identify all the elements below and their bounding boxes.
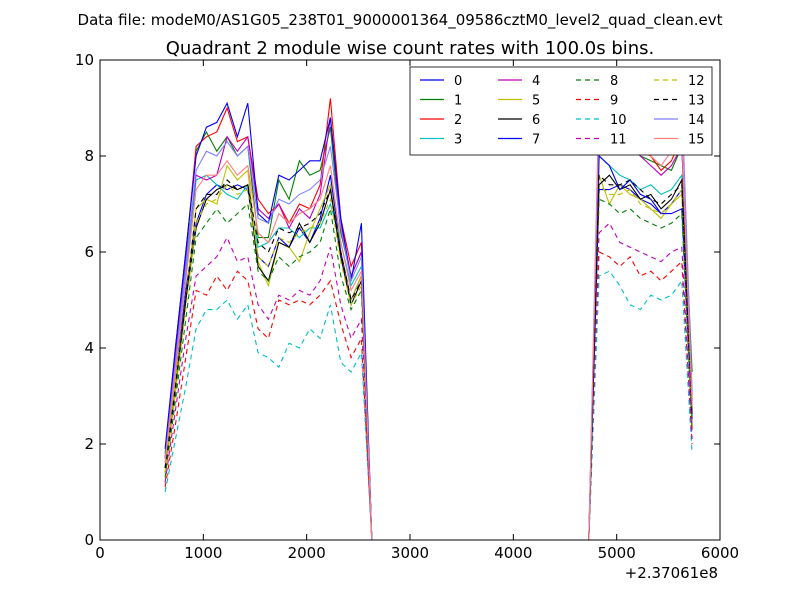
series-13-line-2: [588, 173, 693, 540]
series-2: [164, 98, 693, 540]
y-tick-label: 6: [84, 243, 94, 261]
series-11: [164, 222, 693, 540]
series-3: [164, 154, 693, 540]
series-10: [164, 270, 693, 540]
series-11-line-2: [588, 222, 693, 540]
series-14-line-0: [164, 140, 373, 540]
y-tick-label: 8: [84, 147, 94, 165]
series-4-line-2: [588, 130, 693, 540]
series-12: [164, 183, 693, 540]
series-6-line-2: [588, 174, 693, 540]
chart-title: Quadrant 2 module wise count rates with …: [166, 38, 655, 59]
legend-label-10: 10: [610, 113, 627, 128]
y-tick-label: 4: [84, 339, 94, 357]
y-tick-label: 2: [84, 435, 94, 453]
series-13: [164, 173, 693, 540]
legend-label-8: 8: [610, 74, 618, 89]
x-tick-label: 2000: [288, 544, 326, 562]
series-7-line-0: [164, 101, 373, 540]
legend-label-1: 1: [454, 94, 462, 109]
x-tick-label: 4000: [494, 544, 532, 562]
series-11-line-0: [164, 236, 373, 540]
series-10-line-0: [164, 299, 373, 540]
legend-label-7: 7: [532, 133, 540, 148]
series-5-line-2: [588, 175, 693, 540]
series-0-line-0: [164, 175, 373, 540]
legend-label-12: 12: [688, 74, 705, 89]
series-6: [164, 174, 693, 540]
series-5: [164, 164, 693, 540]
series-12-line-2: [588, 183, 693, 540]
legend-label-4: 4: [532, 74, 540, 89]
series-9: [164, 251, 693, 540]
legend-label-3: 3: [454, 133, 462, 148]
x-tick-label: 0: [95, 544, 105, 562]
legend-label-5: 5: [532, 94, 540, 109]
legend-label-15: 15: [688, 133, 705, 148]
series-0-line-2: [588, 184, 693, 540]
series-7-line-2: [588, 154, 693, 540]
data-file-header: Data file: modeM0/AS1G05_238T01_90000013…: [78, 11, 723, 30]
series-8-line-2: [588, 198, 693, 540]
legend-label-11: 11: [610, 133, 627, 148]
x-tick-label: 1000: [184, 544, 222, 562]
series-8-line-0: [164, 202, 373, 540]
legend-label-0: 0: [454, 74, 462, 89]
y-tick-label: 10: [75, 51, 94, 69]
series-15-line-2: [588, 107, 693, 540]
series-15-line-0: [164, 159, 373, 540]
series-2-line-0: [164, 98, 373, 540]
series-2-line-2: [588, 121, 693, 540]
legend-label-9: 9: [610, 94, 618, 109]
series-0: [164, 175, 693, 540]
series-10-line-2: [588, 270, 693, 540]
legend-label-6: 6: [532, 113, 540, 128]
legend-label-2: 2: [454, 113, 462, 128]
series-9-line-2: [588, 251, 693, 540]
legend-label-14: 14: [688, 113, 705, 128]
legend-label-13: 13: [688, 94, 705, 109]
x-offset-label: +2.37061e8: [625, 564, 718, 582]
series-3-line-2: [588, 154, 693, 540]
x-tick-label: 5000: [598, 544, 636, 562]
series-8: [164, 198, 693, 540]
legend-box: [409, 66, 713, 156]
x-tick-label: 6000: [701, 544, 739, 562]
x-tick-label: 3000: [391, 544, 429, 562]
y-tick-label: 0: [84, 531, 94, 549]
series-9-line-0: [164, 270, 373, 540]
